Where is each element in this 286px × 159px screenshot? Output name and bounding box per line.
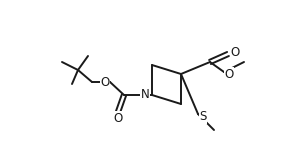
Text: O: O [225,68,234,80]
Text: O: O [231,45,240,59]
Text: O: O [113,111,123,124]
Text: S: S [199,111,207,124]
Text: O: O [100,76,110,90]
Text: N: N [141,89,149,101]
